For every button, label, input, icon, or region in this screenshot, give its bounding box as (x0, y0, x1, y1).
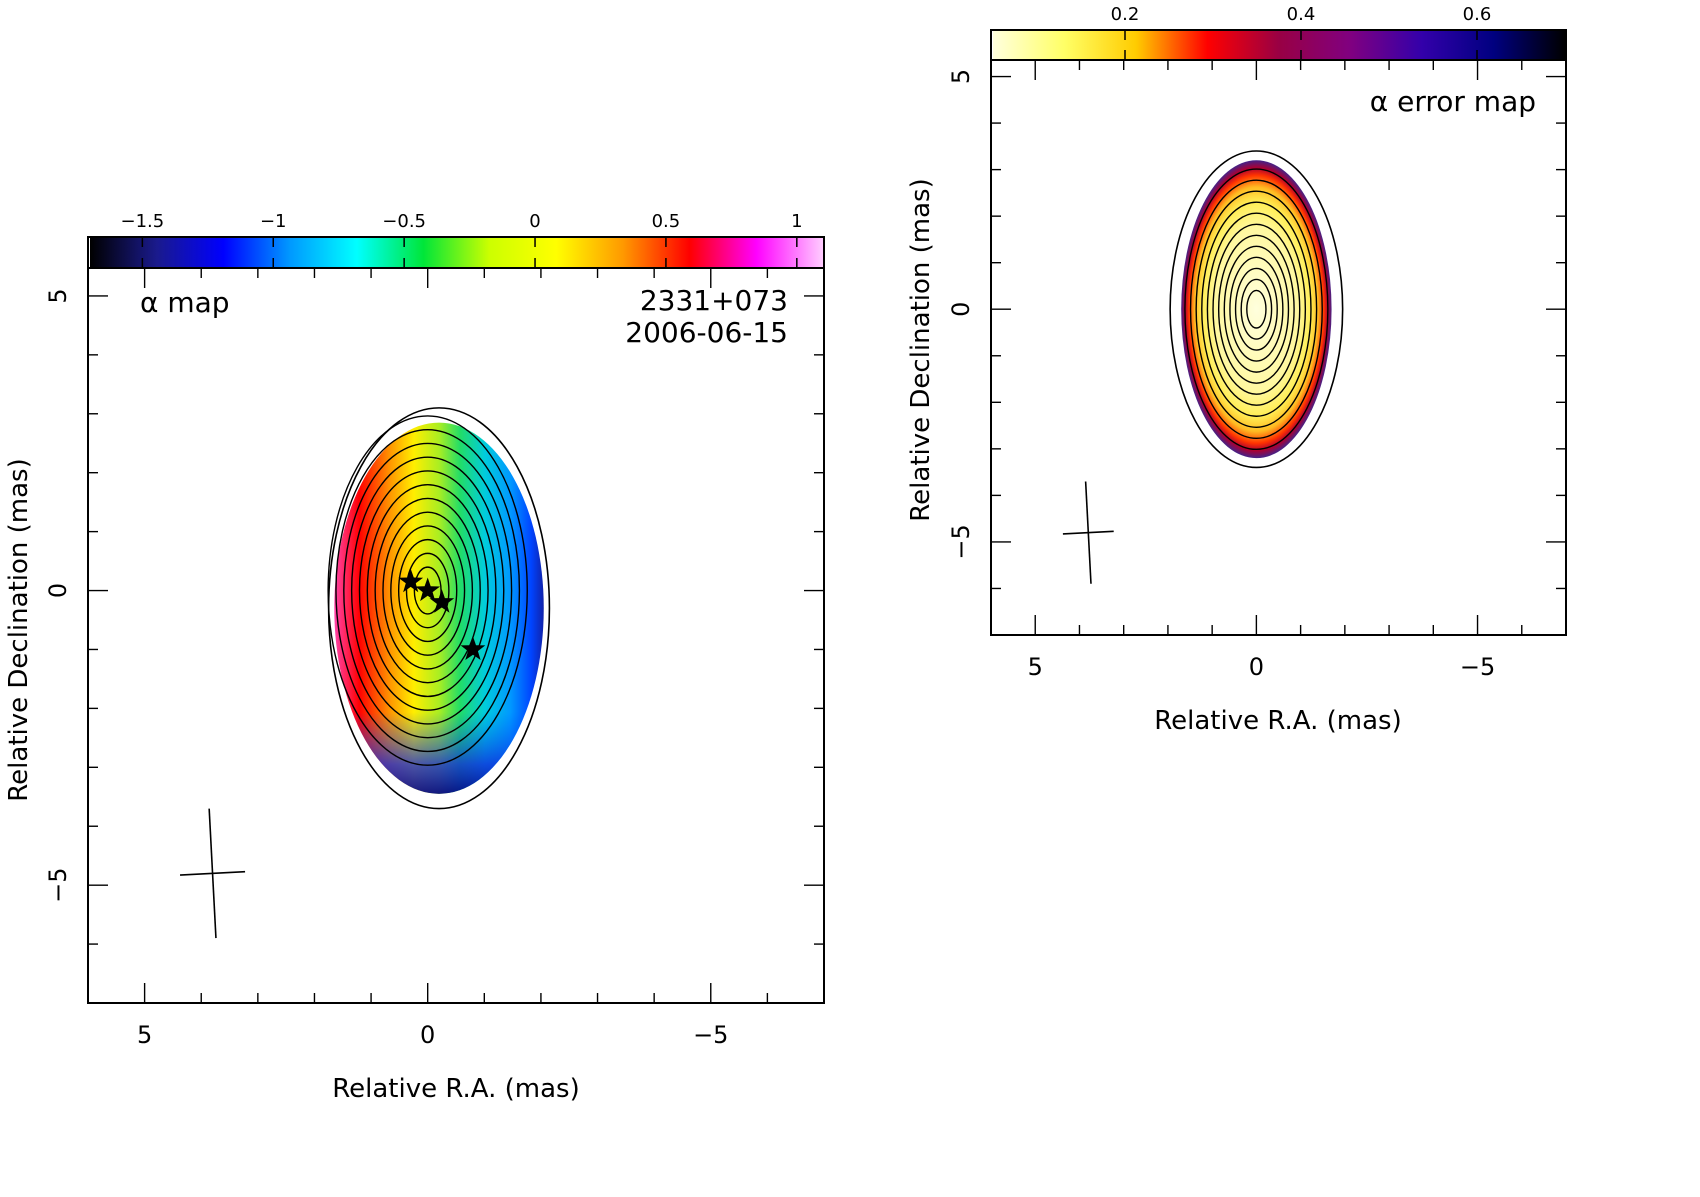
alpha-map-ticks: 5 0 −5 5 0 −5 (44, 268, 825, 1049)
alpha-x-axis-title: Relative R.A. (mas) (332, 1074, 579, 1104)
contour-level (366, 483, 489, 698)
contour-level (343, 442, 513, 739)
x-tick-label: 0 (420, 1021, 435, 1049)
y-tick-label: 5 (44, 288, 72, 303)
contour-level (1189, 179, 1323, 440)
y-tick-label: 0 (44, 583, 72, 598)
contour-level (1195, 190, 1318, 428)
error-colorbar-ticks: 0.2 0.4 0.6 (1111, 4, 1492, 60)
colorbar-tick-label: 0.6 (1463, 4, 1492, 25)
alpha-map-contours (327, 407, 551, 810)
contour-level (413, 566, 442, 615)
contour-level (405, 552, 450, 629)
contour-level (1184, 168, 1329, 451)
x-tick-label: 5 (137, 1021, 152, 1049)
contour-level (382, 511, 474, 670)
alpha-map-frame (87, 236, 825, 1004)
contour-level (350, 456, 505, 725)
colorbar-tick-label: 0.5 (652, 211, 681, 232)
error-map-image (1181, 160, 1332, 459)
alpha-map-label: α map (140, 286, 230, 319)
x-tick-label: 0 (1249, 653, 1264, 681)
alpha-map-panel: 5 0 −550−5 −1.5 −1 −0.5 0 0.5 1 α map 2331+073 … (4, 211, 825, 1104)
contour-level (390, 525, 466, 656)
colorbar-tick-label: −0.5 (382, 211, 426, 232)
contour-level (1217, 234, 1295, 384)
contour-level (374, 497, 481, 684)
contour-level (335, 428, 521, 753)
y-tick-label: −5 (947, 524, 975, 559)
beam-minor-axis (180, 870, 246, 876)
component-star (415, 577, 441, 602)
alpha-map-beam (180, 808, 246, 939)
component-star (398, 568, 424, 593)
colorbar-tick-label: 0 (529, 211, 540, 232)
error-map-ticks: 5 0 −5 5 0 −5 (947, 60, 1567, 681)
y-tick-label: 0 (947, 302, 975, 317)
error-map-beam (1062, 481, 1114, 584)
colorbar-tick-label: −1.5 (120, 211, 164, 232)
contour-level (1246, 289, 1267, 329)
alpha-colorbar-ticks: −1.5 −1 −0.5 0 0.5 1 (120, 211, 803, 268)
contour-level (1223, 245, 1290, 373)
x-tick-label: −5 (1460, 653, 1495, 681)
source-name: 2331+073 (640, 284, 788, 317)
colorbar-tick-label: 1 (791, 211, 802, 232)
contour-level (1201, 201, 1312, 417)
contour-level (1229, 256, 1284, 362)
error-colorbar (993, 31, 1565, 59)
contour-level (397, 538, 458, 643)
colorbar-tick-label: 0.4 (1287, 4, 1316, 25)
y-tick-label: 5 (947, 69, 975, 84)
contour-level (327, 415, 528, 766)
component-star (460, 636, 486, 660)
alpha-error-map-panel: 5 0 −5 5 0 −5 0.2 0.4 0.6 α error map Relative … (906, 4, 1567, 736)
error-map-frame (990, 29, 1567, 636)
alpha-map-components (398, 568, 486, 660)
contour-level (1206, 212, 1307, 406)
contour-level (1240, 278, 1273, 340)
error-x-axis-title: Relative R.A. (mas) (1154, 706, 1401, 736)
observation-date: 2006-06-15 (625, 316, 788, 349)
contour-level (1212, 223, 1301, 395)
error-map-label: α error map (1370, 85, 1536, 118)
colorbar-tick-label: 0.2 (1111, 4, 1140, 25)
error-fill (1181, 160, 1332, 459)
contour-level (358, 470, 497, 711)
error-map-contours (1169, 150, 1344, 469)
y-tick-label: −5 (44, 867, 72, 902)
contour-outer (1169, 150, 1344, 469)
contour-level (1234, 267, 1278, 351)
component-star (429, 589, 455, 613)
x-tick-label: 5 (1028, 653, 1043, 681)
alpha-y-axis-title: Relative Declination (mas) (4, 458, 34, 801)
colorbar-tick-label: −1 (260, 211, 287, 232)
beam-minor-axis (1062, 530, 1114, 535)
error-y-axis-title: Relative Declination (mas) (906, 178, 936, 521)
x-tick-label: −5 (693, 1021, 728, 1049)
alpha-colorbar (90, 238, 823, 267)
